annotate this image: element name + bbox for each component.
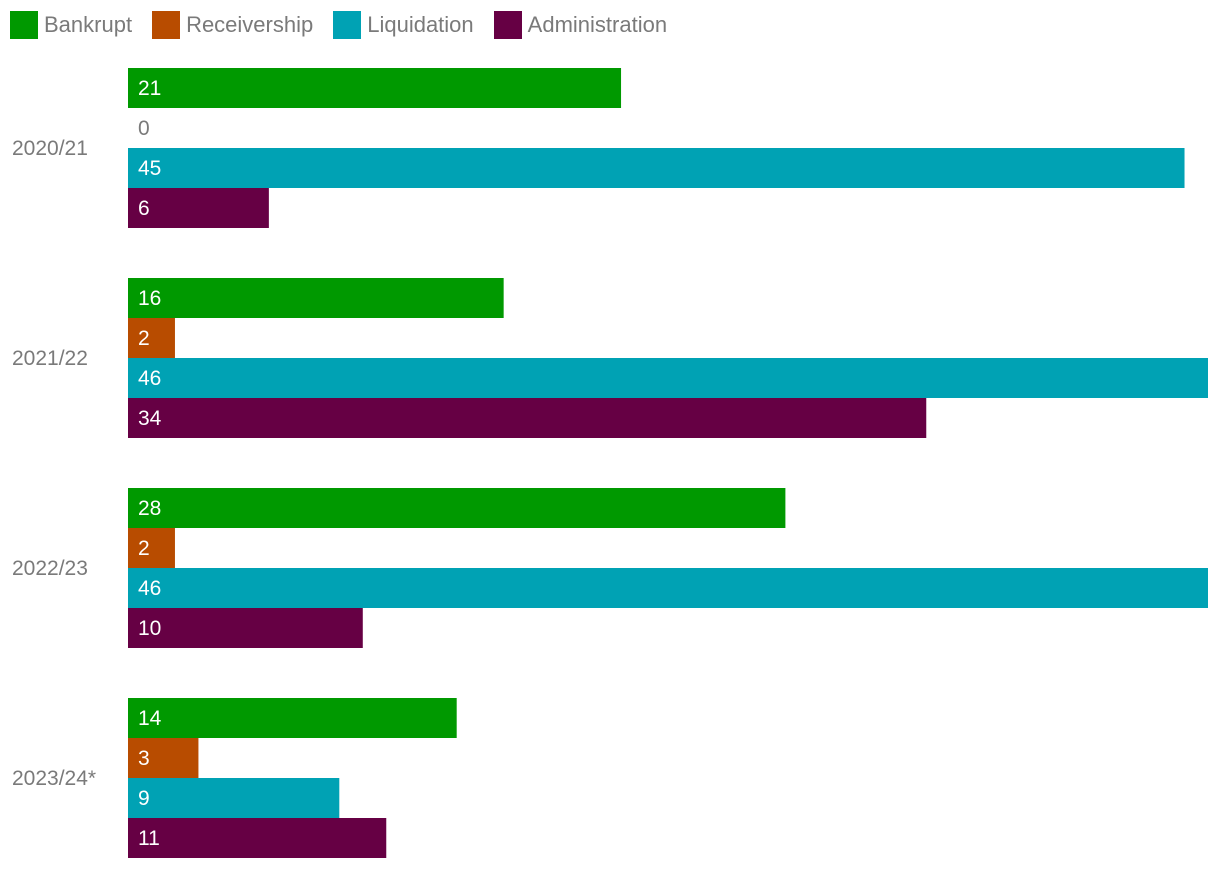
value-label-liquidation-2021-22: 46 [138,367,161,390]
legend-swatch-liquidation [333,11,362,39]
value-label-liquidation-2020-21: 45 [138,157,161,180]
value-label-administration-2020-21: 6 [138,197,150,220]
category-label-2022-23: 2022/23 [12,557,88,580]
category-label-2021-22: 2021/22 [12,347,88,370]
legend-item-bankrupt[interactable]: Bankrupt [10,11,132,39]
bar-receivership-2021-22[interactable] [128,318,175,358]
value-label-receivership-2020-21: 0 [138,117,150,140]
bar-liquidation-2020-21[interactable] [128,148,1185,188]
value-label-liquidation-2023-24: 9 [138,787,150,810]
value-label-liquidation-2022-23: 46 [138,577,161,600]
bar-administration-2022-23[interactable] [128,608,363,648]
legend-label-bankrupt: Bankrupt [44,12,133,37]
bar-administration-2023-24[interactable] [128,818,387,858]
bar-administration-2020-21[interactable] [128,188,269,228]
bar-receivership-2023-24[interactable] [128,738,199,778]
legend-label-administration: Administration [527,12,668,37]
value-label-receivership-2023-24: 3 [138,747,150,770]
value-label-administration-2023-24: 11 [138,827,160,850]
legend-swatch-administration [493,11,522,39]
legend-label-liquidation: Liquidation [367,12,474,37]
bar-receivership-2022-23[interactable] [128,528,175,568]
value-label-bankrupt-2020-21: 21 [138,77,161,100]
bar-liquidation-2022-23[interactable] [128,568,1208,608]
bar-bankrupt-2023-24[interactable] [128,698,457,738]
legend-label-receivership: Receivership [186,12,314,37]
bar-bankrupt-2020-21[interactable] [128,68,622,108]
bar-bankrupt-2022-23[interactable] [128,488,786,528]
value-label-receivership-2021-22: 2 [138,327,150,350]
legend-item-liquidation[interactable]: Liquidation [333,11,474,39]
legend-item-receivership[interactable]: Receivership [152,11,313,39]
category-label-2020-21: 2020/21 [12,137,88,160]
value-label-bankrupt-2023-24: 14 [138,707,162,730]
legend-swatch-bankrupt [10,11,38,39]
legend: Bankrupt Receivership Liquidation Admini… [10,10,687,40]
value-label-bankrupt-2022-23: 28 [138,497,161,520]
category-label-2023-24: 2023/24* [12,767,96,790]
legend-swatch-receivership [152,11,181,39]
value-label-administration-2022-23: 10 [138,617,161,640]
bar-bankrupt-2021-22[interactable] [128,278,504,318]
legend-item-administration[interactable]: Administration [493,11,668,39]
bar-liquidation-2023-24[interactable] [128,778,340,818]
value-label-receivership-2022-23: 2 [138,537,150,560]
bar-liquidation-2021-22[interactable] [128,358,1208,398]
value-label-administration-2021-22: 34 [138,407,162,430]
bar-administration-2021-22[interactable] [128,398,927,438]
value-label-bankrupt-2021-22: 16 [138,287,161,310]
